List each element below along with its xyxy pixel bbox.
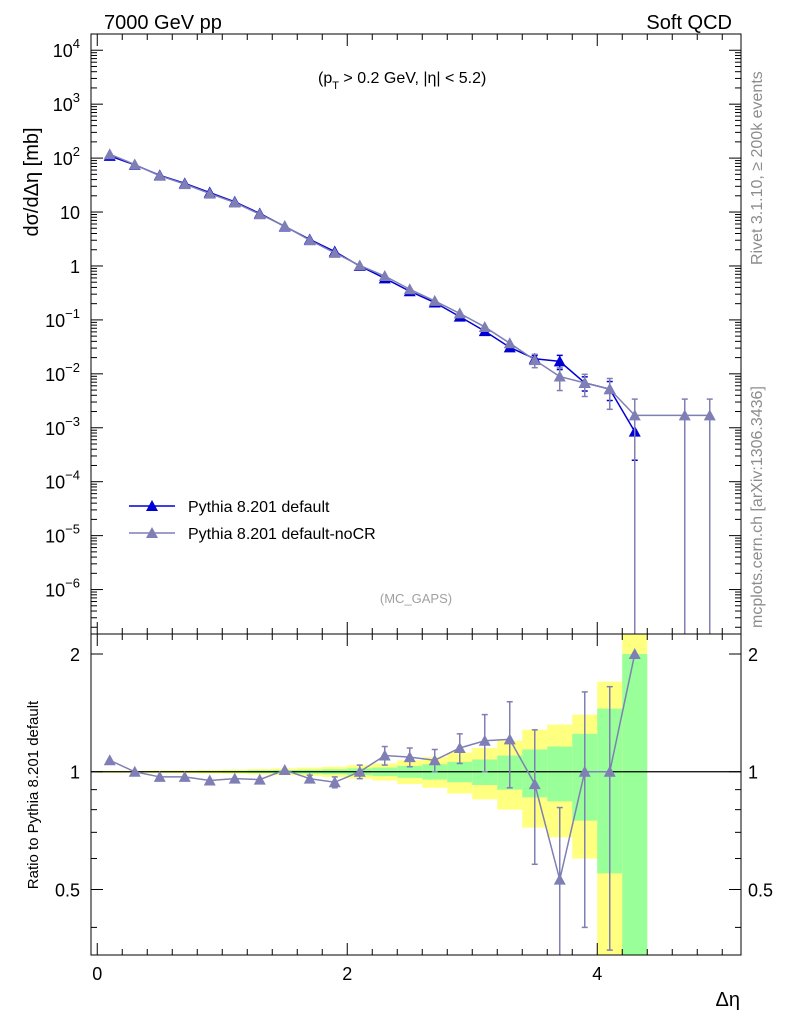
main-data-point [128,158,141,170]
main-data-point [553,370,566,382]
main-data-point [403,283,416,295]
main-data-point [228,196,241,208]
main-series-line [109,153,710,417]
main-ytick-label: 10−2 [45,360,80,385]
main-data-point [178,178,191,190]
main-series-line [109,155,636,432]
ratio-series-line [109,653,636,880]
ratio-data-point [503,733,516,745]
main-data-point [378,270,391,282]
header-right: Soft QCD [646,12,732,34]
legend: Pythia 8.201 default Pythia 8.201 defaul… [129,499,376,543]
main-data-point [703,409,716,421]
ratio-data-point [553,873,566,885]
main-data-point [578,376,591,388]
legend-marker-nocr [146,527,158,538]
main-data-point [328,246,341,258]
ratio-xlabel: Δη [716,989,740,1011]
ratio-data-point [228,772,241,784]
main-data-point [153,169,166,181]
ratio-xtick-label: 2 [342,964,352,984]
ratio-plot: 0.5 0.5 1 1 2 2 0 2 4 [55,634,773,984]
ratio-data-point [403,751,416,763]
ratio-ytick-label-left: 1 [70,763,80,783]
main-ytick-label: 1 [70,257,80,277]
legend-marker-default [146,500,158,511]
ratio-ytick-label-right: 2 [748,645,758,665]
ratio-data-point [453,742,466,754]
main-data-point [503,337,516,349]
ratio-data-point [128,765,141,777]
ratio-data-point [378,749,391,761]
main-data-point [278,220,291,232]
ratio-data-point [278,764,291,776]
ratio-data-point [478,734,491,746]
ratio-data-point [203,774,216,786]
main-data-point [453,307,466,319]
main-data-point [303,234,316,246]
ratio-data-point [428,754,441,766]
legend-label-default: Pythia 8.201 default [188,499,330,516]
ratio-data-point [103,754,116,766]
header-left: 7000 GeV pp [104,12,222,34]
main-data-point [628,409,641,421]
main-ytick-label: 103 [53,90,80,115]
main-data-point [203,187,216,199]
main-data-point [553,355,566,367]
main-data-point [603,383,616,395]
main-ytick-label: 104 [53,36,80,61]
ratio-xtick-label: 0 [92,964,102,984]
ratio-ytick-label-left: 0.5 [55,880,80,900]
ratio-data-point [628,648,641,660]
ratio-data-point [328,776,341,788]
main-ylabel: dσ/dΔη [mb] [21,127,43,236]
main-data-point [428,294,441,306]
analysis-tag: (MC_GAPS) [380,591,452,606]
ratio-data-point [153,770,166,782]
ratio-data-point [303,772,316,784]
main-ytick-label: 10−3 [45,414,80,439]
ratio-ytick-label-right: 0.5 [748,880,773,900]
ratio-data-point [178,770,191,782]
main-ytick-label: 102 [53,144,80,169]
main-data-point [478,320,491,332]
main-ytick-label: 10−6 [45,576,80,601]
ratio-data-point [578,765,591,777]
ratio-data-point [528,778,541,790]
main-data-point [253,208,266,220]
main-ytick-label: 10−4 [45,468,80,493]
main-ytick-label: 10−1 [45,306,80,331]
ratio-ytick-label-left: 2 [70,645,80,665]
main-ytick-label: 10−5 [45,522,80,547]
ratio-data-point [353,765,366,777]
ratio-inner-band [622,654,648,955]
main-data-point [353,259,366,271]
legend-label-nocr: Pythia 8.201 default-noCR [188,526,376,543]
main-ytick-label: 10 [60,203,80,223]
cut-label: (pT > 0.2 GeV, |η| < 5.2) [318,70,486,92]
ratio-xtick-label: 4 [592,964,602,984]
source-label: mcplots.cern.ch [arXiv:1306.3436] [749,386,766,628]
rivet-label: Rivet 3.1.10, ≥ 200k events [749,71,766,265]
ratio-data-point [253,773,266,785]
main-data-point [103,148,116,160]
ratio-inner-band [547,746,573,802]
main-data-point [528,354,541,366]
ratio-ytick-label-right: 1 [748,763,758,783]
main-data-point [678,409,691,421]
ratio-data-point [603,765,616,777]
ratio-ylabel: Ratio to Pythia 8.201 default [25,700,42,889]
ratio-frame [90,633,742,956]
main-plot: 10−6 10−5 10−4 10−3 10−2 10−1 1 10 102 103 104 [45,33,741,634]
main-frame [90,33,742,635]
